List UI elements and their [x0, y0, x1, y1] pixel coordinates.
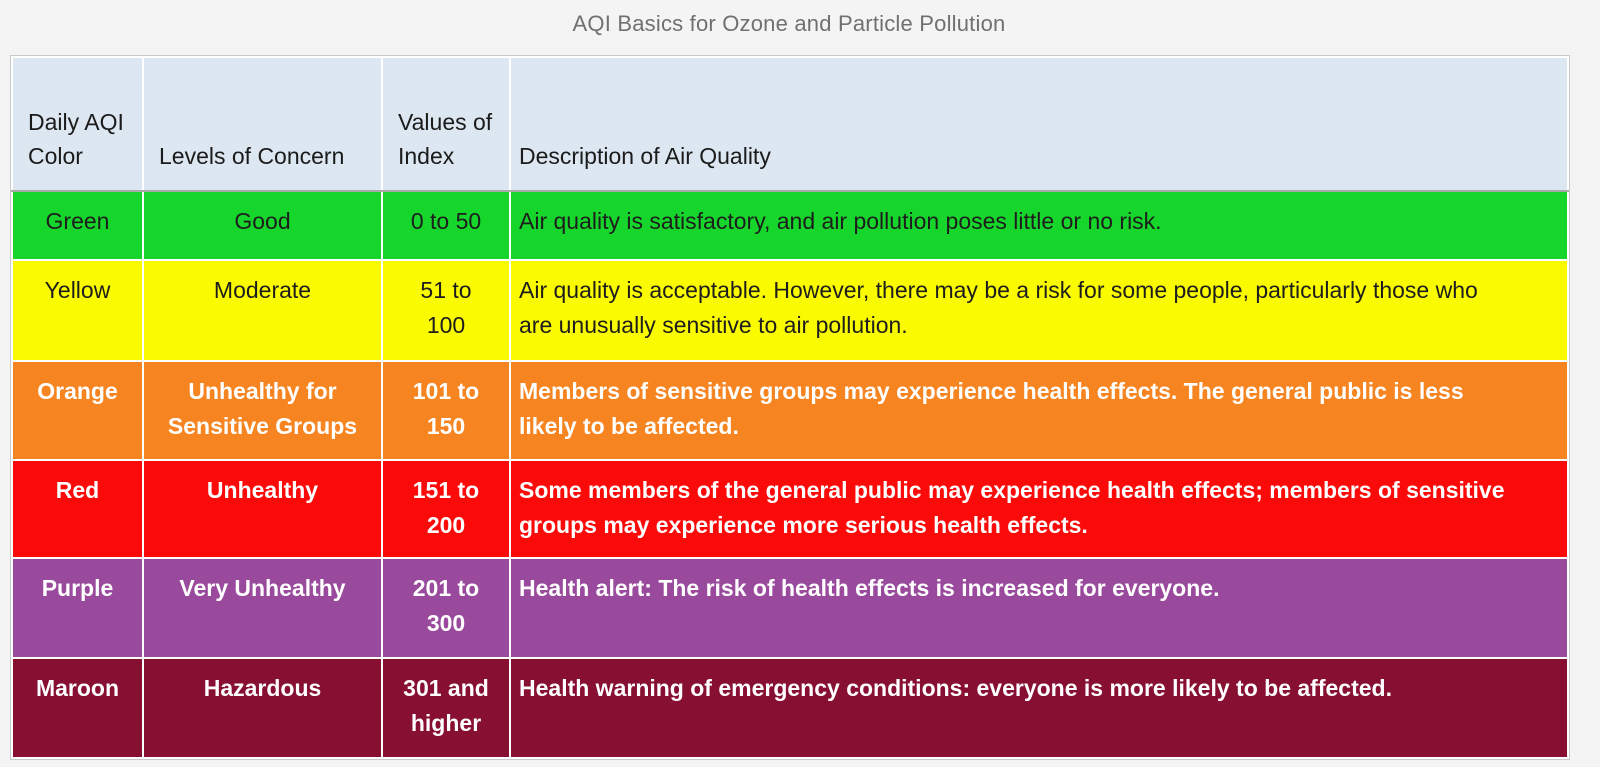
table-row-purple: Purple Very Unhealthy 201 to 300 Health …	[11, 557, 1569, 659]
cell-color-name: Green	[11, 190, 144, 261]
cell-index-values: 0 to 50	[381, 190, 511, 261]
cell-color-name: Purple	[11, 557, 144, 659]
col-header-description: Description of Air Quality	[509, 56, 1569, 192]
cell-description: Air quality is acceptable. However, ther…	[509, 259, 1569, 362]
cell-description: Some members of the general public may e…	[509, 459, 1569, 559]
cell-color-name: Yellow	[11, 259, 144, 362]
col-header-values-of-index: Values of Index	[381, 56, 511, 192]
table-row-orange: Orange Unhealthy for Sensitive Groups 10…	[11, 360, 1569, 461]
header-row: Daily AQI Color Levels of Concern Values…	[11, 56, 1569, 192]
cell-description: Health alert: The risk of health effects…	[509, 557, 1569, 659]
table-row-yellow: Yellow Moderate 51 to 100 Air quality is…	[11, 259, 1569, 362]
aqi-table: Daily AQI Color Levels of Concern Values…	[11, 56, 1569, 759]
cell-color-name: Red	[11, 459, 144, 559]
cell-level-of-concern: Very Unhealthy	[142, 557, 383, 659]
aqi-table-container: Daily AQI Color Levels of Concern Values…	[10, 55, 1570, 760]
cell-level-of-concern: Moderate	[142, 259, 383, 362]
cell-description: Health warning of emergency conditions: …	[509, 657, 1569, 759]
col-header-levels-of-concern: Levels of Concern	[142, 56, 383, 192]
table-row-maroon: Maroon Hazardous 301 and higher Health w…	[11, 657, 1569, 759]
cell-level-of-concern: Unhealthy for Sensitive Groups	[142, 360, 383, 461]
bottom-strip	[0, 767, 1600, 777]
col-header-daily-aqi-color: Daily AQI Color	[11, 56, 144, 192]
table-row-green: Green Good 0 to 50 Air quality is satisf…	[11, 190, 1569, 261]
cell-level-of-concern: Hazardous	[142, 657, 383, 759]
cell-color-name: Orange	[11, 360, 144, 461]
cell-index-values: 101 to 150	[381, 360, 511, 461]
cell-color-name: Maroon	[11, 657, 144, 759]
page-title: AQI Basics for Ozone and Particle Pollut…	[572, 11, 1006, 36]
cell-index-values: 51 to 100	[381, 259, 511, 362]
cell-index-values: 151 to 200	[381, 459, 511, 559]
cell-index-values: 201 to 300	[381, 557, 511, 659]
table-row-red: Red Unhealthy 151 to 200 Some members of…	[11, 459, 1569, 559]
cell-level-of-concern: Unhealthy	[142, 459, 383, 559]
cell-level-of-concern: Good	[142, 190, 383, 261]
cell-description: Air quality is satisfactory, and air pol…	[509, 190, 1569, 261]
cell-index-values: 301 and higher	[381, 657, 511, 759]
cell-description: Members of sensitive groups may experien…	[509, 360, 1569, 461]
